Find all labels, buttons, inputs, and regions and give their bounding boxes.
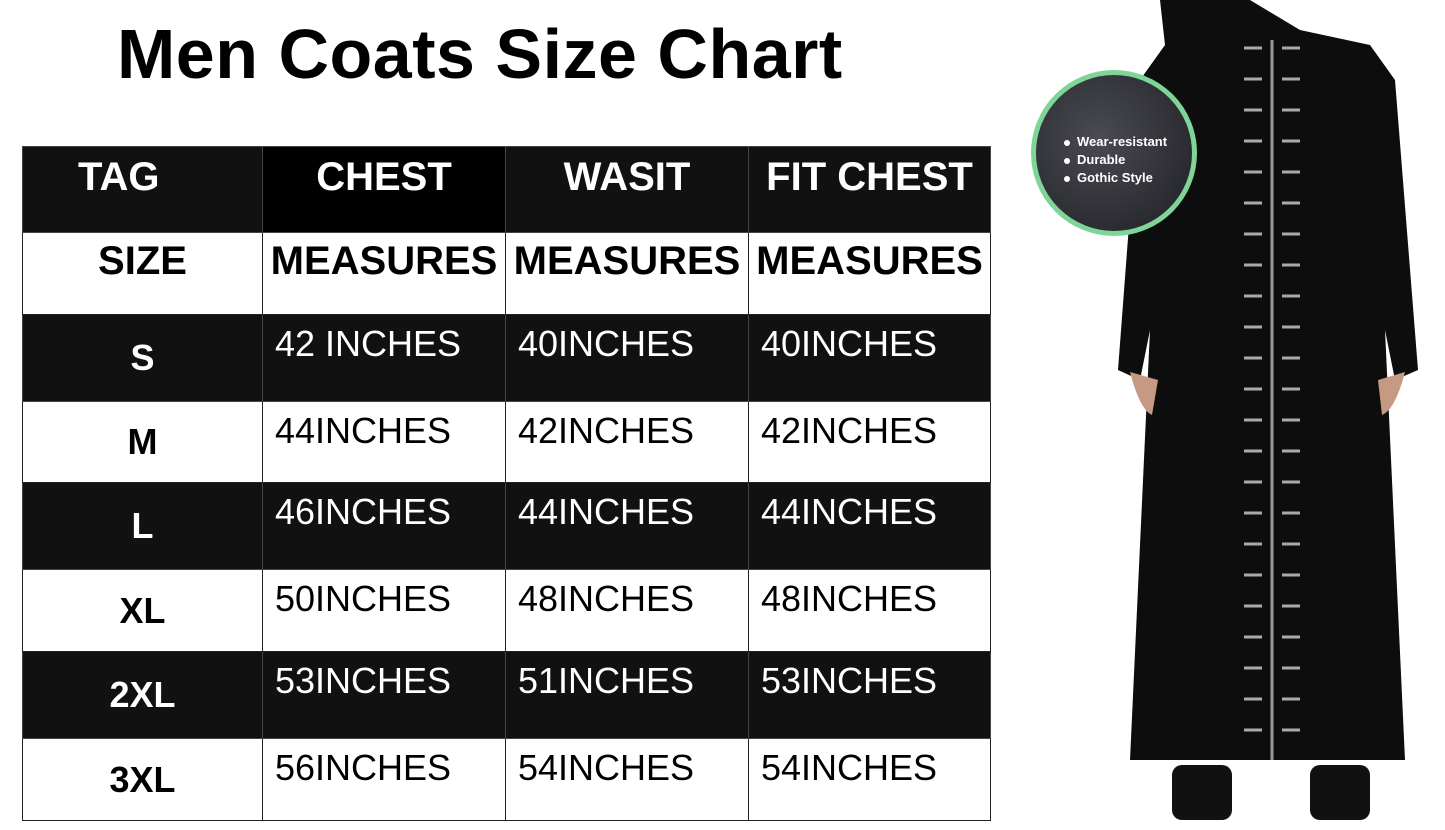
- waist-cell: 44INCHES: [505, 482, 749, 570]
- features-badge: Wear-resistant Durable Gothic Style: [1031, 70, 1197, 236]
- fit-chest-cell: 44INCHES: [748, 482, 991, 570]
- subheader-size: SIZE: [22, 232, 263, 315]
- header-tag: TAG: [22, 146, 263, 233]
- feature-item: Durable: [1064, 151, 1167, 169]
- chest-cell: 46INCHES: [262, 482, 506, 570]
- table-row: XL 50INCHES 48INCHES 48INCHES: [22, 569, 991, 652]
- size-cell: L: [22, 482, 263, 570]
- header-row: TAG CHEST WASIT FIT CHEST: [22, 146, 991, 233]
- coat-body: [1118, 0, 1418, 760]
- waist-cell: 48INCHES: [505, 569, 749, 652]
- subheader-measures: MEASURES: [262, 232, 506, 315]
- waist-cell: 40INCHES: [505, 314, 749, 402]
- chest-cell: 44INCHES: [262, 401, 506, 483]
- feature-item: Wear-resistant: [1064, 133, 1167, 151]
- fit-chest-cell: 54INCHES: [748, 738, 991, 821]
- header-waist: WASIT: [505, 146, 749, 233]
- subheader-row: SIZE MEASURES MEASURES MEASURES: [22, 232, 991, 315]
- chest-cell: 56INCHES: [262, 738, 506, 821]
- size-cell: 2XL: [22, 651, 263, 739]
- chest-cell: 53INCHES: [262, 651, 506, 739]
- waist-cell: 54INCHES: [505, 738, 749, 821]
- fit-chest-cell: 53INCHES: [748, 651, 991, 739]
- waist-cell: 42INCHES: [505, 401, 749, 483]
- table-row: 3XL 56INCHES 54INCHES 54INCHES: [22, 738, 991, 821]
- left-hand: [1130, 372, 1158, 415]
- header-fit-chest: FIT CHEST: [748, 146, 991, 233]
- table-row: 2XL 53INCHES 51INCHES 53INCHES: [22, 651, 991, 739]
- fit-chest-cell: 48INCHES: [748, 569, 991, 652]
- size-cell: 3XL: [22, 738, 263, 821]
- chest-cell: 50INCHES: [262, 569, 506, 652]
- size-chart-table: TAG CHEST WASIT FIT CHEST SIZE MEASURES …: [22, 146, 991, 821]
- left-boot: [1172, 765, 1232, 820]
- chest-cell: 42 INCHES: [262, 314, 506, 402]
- coat-product-image: [1118, 0, 1418, 820]
- clasp-row: [1244, 46, 1300, 732]
- features-list: Wear-resistant Durable Gothic Style: [1064, 133, 1167, 187]
- table-row: L 46INCHES 44INCHES 44INCHES: [22, 482, 991, 570]
- subheader-measures: MEASURES: [505, 232, 749, 315]
- size-cell: S: [22, 314, 263, 402]
- subheader-measures: MEASURES: [748, 232, 991, 315]
- page-title: Men Coats Size Chart: [117, 15, 843, 93]
- waist-cell: 51INCHES: [505, 651, 749, 739]
- fit-chest-cell: 42INCHES: [748, 401, 991, 483]
- table-row: S 42 INCHES 40INCHES 40INCHES: [22, 314, 991, 402]
- size-cell: XL: [22, 569, 263, 652]
- table-row: M 44INCHES 42INCHES 42INCHES: [22, 401, 991, 483]
- right-boot: [1310, 765, 1370, 820]
- right-hand: [1378, 372, 1405, 415]
- header-chest: CHEST: [262, 146, 506, 233]
- size-cell: M: [22, 401, 263, 483]
- feature-item: Gothic Style: [1064, 169, 1167, 187]
- fit-chest-cell: 40INCHES: [748, 314, 991, 402]
